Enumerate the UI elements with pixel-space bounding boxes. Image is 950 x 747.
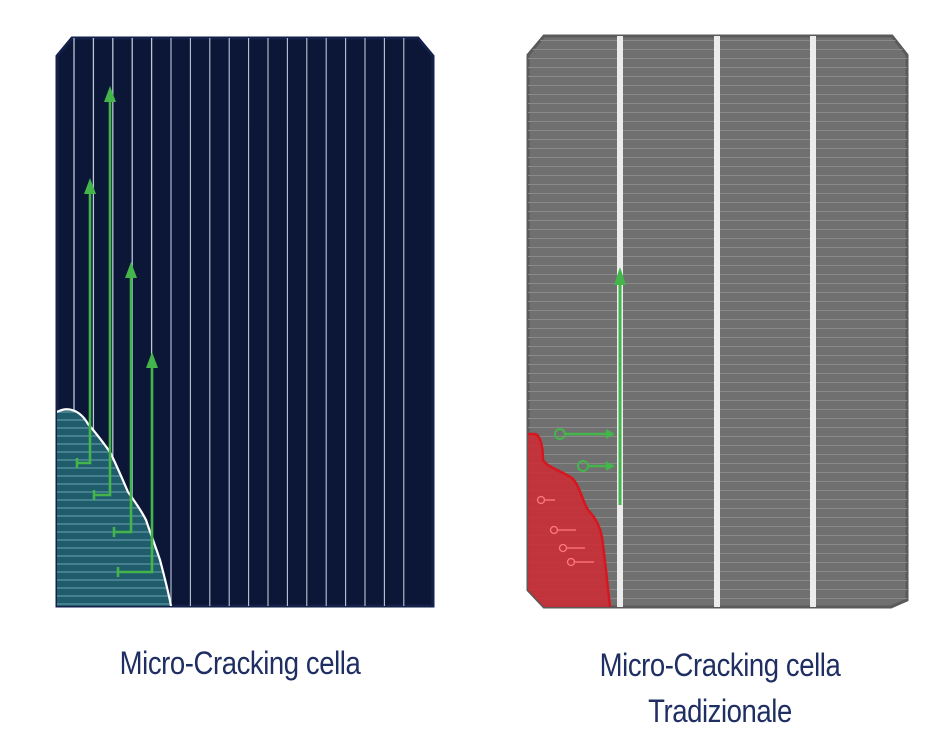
caption-right: Micro-Cracking cella Tradizionale xyxy=(548,642,892,734)
crack-line xyxy=(528,432,612,607)
current-paths xyxy=(75,86,158,577)
current-path-1 xyxy=(75,178,96,468)
busbar-current-arrowhead xyxy=(614,267,626,285)
caption-right-line2: Tradizionale xyxy=(648,693,792,729)
current-path-2 xyxy=(92,86,116,500)
caption-right-line1: Micro-Cracking cella xyxy=(599,647,841,683)
current-path-2 xyxy=(577,460,615,472)
busbar-3 xyxy=(810,36,816,607)
caption-left-text: Micro-Cracking cella xyxy=(119,645,361,681)
dead-current-paths xyxy=(536,495,594,567)
dead-region xyxy=(528,434,610,607)
current-path-3 xyxy=(112,262,137,537)
caption-left: Micro-Cracking cella xyxy=(68,640,412,686)
crack-line xyxy=(57,408,173,606)
current-path-4 xyxy=(116,352,158,577)
current-path-1 xyxy=(554,428,615,440)
cracked-region-lines xyxy=(57,409,171,606)
traditional-cell xyxy=(526,34,909,609)
busbar-2 xyxy=(714,36,720,607)
multi-busbar-cell xyxy=(55,36,435,608)
